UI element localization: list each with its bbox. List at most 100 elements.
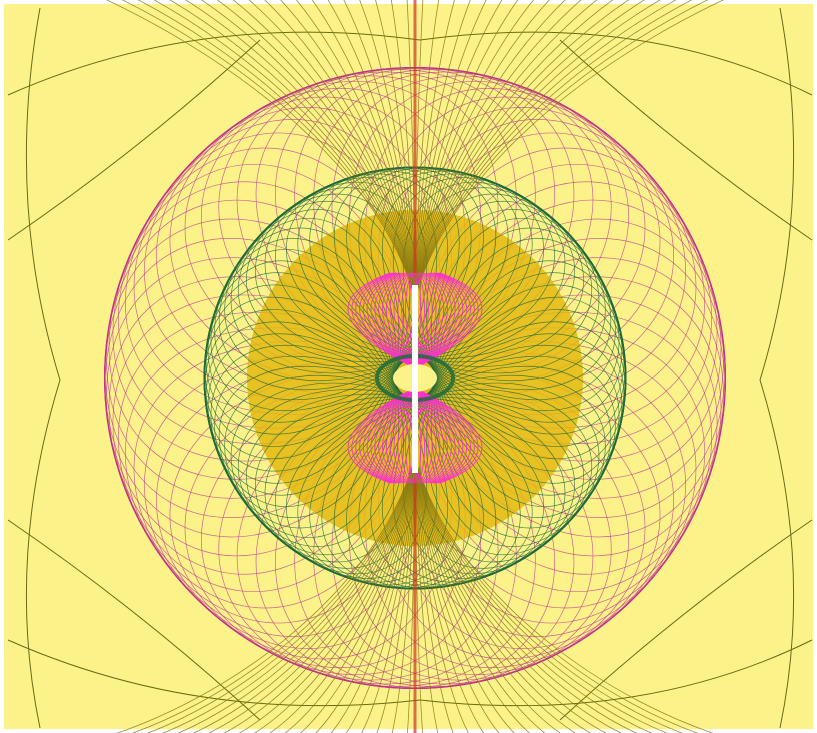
axial-field-line <box>375 0 416 299</box>
inner-lobe-line <box>347 387 416 484</box>
inner-lobe-line <box>414 387 460 484</box>
inner-lobe-line <box>355 387 416 484</box>
axial-field-line <box>414 0 693 299</box>
inner-lobe-line <box>414 387 475 484</box>
inner-lobe-line <box>351 272 416 369</box>
inner-lobe-line <box>362 272 416 369</box>
axial-field-line <box>414 0 535 299</box>
axial-field-line <box>414 457 577 733</box>
outer-arc-line <box>7 31 813 96</box>
axial-field-line <box>414 457 454 733</box>
axial-field-line <box>207 457 416 733</box>
inner-lobe-line <box>414 387 479 484</box>
axial-field-line <box>177 457 416 733</box>
axial-field-line <box>414 457 546 733</box>
axial-field-line <box>414 457 592 733</box>
inner-lobe-line <box>414 387 483 484</box>
axial-field-line <box>414 0 614 299</box>
axial-field-line <box>414 0 661 299</box>
axial-field-line <box>414 457 699 733</box>
axial-field-line <box>361 457 416 733</box>
inner-lobe-line <box>414 272 479 369</box>
inner-lobe-line <box>370 387 416 484</box>
axial-field-line <box>146 457 416 733</box>
inner-lobe-line <box>414 272 464 369</box>
inner-magenta-lobes <box>347 272 483 484</box>
center-bar <box>412 285 418 473</box>
axial-field-line <box>391 457 416 733</box>
inner-lobe-line <box>414 272 483 369</box>
axial-field-line <box>343 0 416 299</box>
inner-lobe-line <box>351 387 416 484</box>
axial-field-line <box>414 0 725 299</box>
axial-field-line <box>414 0 677 299</box>
outer-arc-line <box>759 7 795 729</box>
axial-field-line <box>280 0 416 299</box>
axial-field-line <box>169 0 416 299</box>
axial-field-line <box>269 457 416 733</box>
axial-field-line <box>137 0 416 299</box>
axial-field-line <box>414 0 709 299</box>
axial-field-line <box>414 457 515 733</box>
inner-lobe-line <box>414 272 468 369</box>
axial-field-line <box>200 0 416 299</box>
inner-lobe-line <box>414 387 464 484</box>
axial-field-line <box>414 457 485 733</box>
axial-field-lines <box>105 0 725 733</box>
axial-field-line <box>414 457 684 733</box>
axial-field-line <box>327 0 416 299</box>
axial-field-line <box>414 0 440 299</box>
outer-arc-line <box>25 7 61 729</box>
axial-field-line <box>376 457 416 733</box>
axial-field-line <box>414 457 607 733</box>
axial-field-line <box>284 457 416 733</box>
axial-field-line <box>414 0 487 299</box>
inner-lobe-line <box>359 387 416 484</box>
axial-field-line <box>414 457 714 733</box>
axial-field-line <box>295 0 416 299</box>
axial-field-line <box>192 457 416 733</box>
axial-field-line <box>116 457 416 733</box>
axial-field-line <box>185 0 416 299</box>
axial-field-line <box>131 457 416 733</box>
axial-field-line <box>414 457 469 733</box>
axial-field-line <box>253 457 416 733</box>
axial-field-line <box>311 0 416 299</box>
axial-field-line <box>315 457 416 733</box>
inner-lobe-line <box>366 272 416 369</box>
inner-lobe-line <box>378 387 416 484</box>
inner-lobe-line <box>414 387 452 484</box>
axial-field-line <box>232 0 416 299</box>
axial-field-line <box>414 0 550 299</box>
inner-lobe-line <box>414 272 452 369</box>
axial-field-line <box>414 457 638 733</box>
axial-field-line <box>414 0 598 299</box>
inner-lobe-line <box>374 387 416 484</box>
axial-field-line <box>414 0 519 299</box>
inner-lobe-line <box>414 272 471 369</box>
axial-field-line <box>162 457 416 733</box>
axial-field-line <box>223 457 416 733</box>
axial-field-line <box>414 457 500 733</box>
axial-field-line <box>330 457 416 733</box>
axial-field-line <box>105 0 416 299</box>
inner-lobe-line <box>374 272 416 369</box>
axial-field-line <box>414 457 531 733</box>
inner-lobe-line <box>414 272 475 369</box>
inner-lobe-line <box>414 387 471 484</box>
axial-field-line <box>216 0 416 299</box>
outer-arc-line <box>7 39 261 241</box>
inner-lobe-line <box>355 272 416 369</box>
axial-field-line <box>414 0 566 299</box>
inner-lobe-line <box>414 272 460 369</box>
inner-lobe-line <box>370 272 416 369</box>
outer-arc-line <box>559 39 813 241</box>
inner-lobe-line <box>359 272 416 369</box>
axial-field-line <box>414 0 455 299</box>
axial-field-line <box>414 0 630 299</box>
axial-field-line <box>414 0 645 299</box>
axial-field-line <box>238 457 416 733</box>
inner-lobe-line <box>347 272 416 369</box>
